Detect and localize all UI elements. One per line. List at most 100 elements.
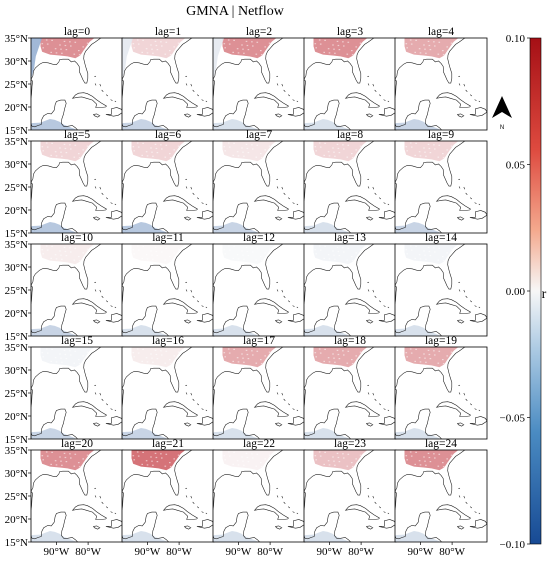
island-outline xyxy=(183,113,192,118)
speckle xyxy=(142,142,144,144)
island-outline xyxy=(201,511,204,513)
speckle xyxy=(434,354,436,356)
island-outline xyxy=(478,306,481,309)
speckle xyxy=(442,256,444,258)
speckle xyxy=(243,52,245,54)
island-outline xyxy=(292,202,295,204)
speckle xyxy=(269,46,272,48)
speckle xyxy=(265,462,267,464)
speckle xyxy=(260,359,262,361)
speckle xyxy=(237,258,240,260)
speckle xyxy=(50,257,52,259)
speckle xyxy=(351,466,354,468)
speckle xyxy=(177,42,180,44)
south-correlation-region xyxy=(213,222,258,233)
map-frame xyxy=(394,37,488,131)
map-panel: lag=16 xyxy=(121,335,215,440)
speckle xyxy=(145,151,148,153)
speckle xyxy=(232,154,234,156)
coastline xyxy=(395,408,442,439)
speckle xyxy=(434,457,436,459)
island-outline xyxy=(365,113,374,118)
island-outline xyxy=(365,319,374,324)
island-outline xyxy=(287,416,305,426)
speckle xyxy=(87,458,90,460)
speckle xyxy=(54,254,57,256)
island-outline xyxy=(344,504,380,520)
island-outline xyxy=(463,392,466,396)
island-outline xyxy=(478,203,481,206)
island-outline xyxy=(253,401,289,417)
speckle xyxy=(50,463,52,465)
north-correlation-region xyxy=(131,244,186,265)
speckle xyxy=(414,463,416,465)
coastline xyxy=(213,408,260,439)
coastline xyxy=(31,347,102,393)
speckle xyxy=(155,250,158,253)
speckle xyxy=(160,41,162,43)
speckle xyxy=(46,352,49,354)
map-panel: lag=23 90°W 80°W xyxy=(303,438,397,558)
island-outline xyxy=(456,319,465,324)
island-outline xyxy=(99,392,102,396)
speckle xyxy=(174,462,176,464)
speckle xyxy=(327,48,330,50)
speckle xyxy=(452,256,455,259)
island-outline xyxy=(162,195,198,211)
island-outline xyxy=(105,416,123,426)
speckle xyxy=(442,359,444,361)
speckle xyxy=(404,55,407,57)
island-outline xyxy=(344,195,380,211)
island-outline xyxy=(288,506,290,509)
south-correlation-region xyxy=(395,222,440,233)
lon-tick-label: 90°W xyxy=(134,546,160,558)
island-outline xyxy=(372,289,375,293)
speckle xyxy=(361,359,364,362)
speckle xyxy=(450,351,453,353)
north-correlation-region xyxy=(222,244,277,265)
speckle xyxy=(87,252,90,254)
speckle xyxy=(63,349,66,351)
coastline xyxy=(213,305,260,336)
speckle xyxy=(434,251,436,253)
speckle xyxy=(46,146,49,148)
west-correlation-region xyxy=(213,38,225,80)
speckle xyxy=(334,258,336,260)
lat-tick-label: 30°N xyxy=(5,159,28,171)
speckle xyxy=(359,145,362,147)
speckle xyxy=(45,348,48,350)
speckle xyxy=(433,247,435,249)
speckle xyxy=(173,252,175,254)
speckle xyxy=(150,456,152,458)
speckle xyxy=(164,259,167,261)
speckle xyxy=(165,453,168,455)
speckle xyxy=(63,246,66,248)
speckle xyxy=(131,158,134,160)
island-outline xyxy=(378,107,396,117)
speckle xyxy=(150,44,152,46)
speckle xyxy=(423,250,425,252)
south-correlation-region xyxy=(31,531,76,542)
speckle xyxy=(347,453,350,455)
lat-tick-label: 15°N xyxy=(5,434,28,446)
speckle xyxy=(63,40,66,42)
island-outline xyxy=(101,192,104,195)
speckle xyxy=(355,458,357,460)
speckle xyxy=(409,451,412,453)
lat-tick-label: 35°N xyxy=(5,239,28,251)
island-outline xyxy=(192,192,195,195)
speckle xyxy=(245,349,248,351)
speckle xyxy=(74,144,77,146)
speckle xyxy=(152,52,154,54)
speckle xyxy=(333,460,335,462)
speckle xyxy=(423,44,425,46)
speckle xyxy=(269,355,272,357)
speckle xyxy=(260,153,262,155)
speckle xyxy=(173,458,175,460)
speckle xyxy=(46,249,49,251)
coastline xyxy=(31,305,78,336)
south-correlation-region xyxy=(304,428,349,439)
speckle xyxy=(251,453,253,455)
lag-label: lag=22 xyxy=(243,438,275,450)
map-frame xyxy=(394,140,488,234)
